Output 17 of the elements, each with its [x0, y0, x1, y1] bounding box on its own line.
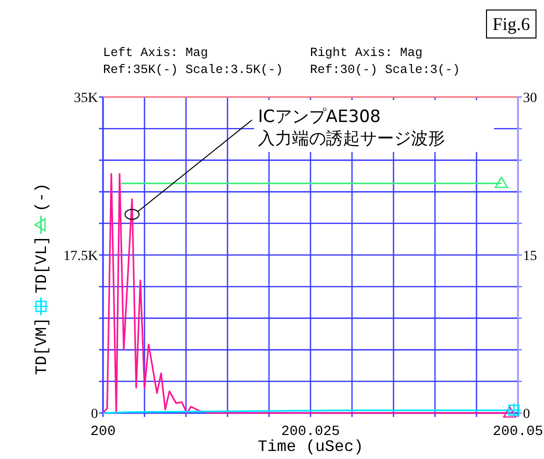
- legend-label: TD[VM]: [33, 317, 51, 375]
- x-tick-label: 200: [90, 424, 116, 440]
- caption: Fig.6: [492, 14, 530, 34]
- y-tick-label: 35K: [74, 91, 98, 106]
- text: Right Axis: Mag Ref:30(-) Scale:3(-): [310, 46, 460, 77]
- y-tick-label: 17.5K: [63, 249, 98, 264]
- text: Left Axis: Mag Ref:35K(-) Scale:3.5K(-): [103, 46, 284, 77]
- x-tick-label: 200.05: [492, 424, 544, 440]
- y-tick-label: 0: [91, 407, 98, 422]
- legend-label: TD[VL]: [33, 236, 51, 294]
- y2-tick-label: 30: [523, 91, 537, 106]
- y2-tick-label: 15: [523, 249, 537, 264]
- annotation: ICアンプAE308 入力端の誘起サージ波形: [258, 107, 445, 149]
- x-tick-label: 200.025: [281, 424, 340, 440]
- y-axis-title: (-): [33, 182, 51, 212]
- y2-tick-label: 0: [523, 407, 530, 422]
- x-axis-title: Time (uSec): [258, 438, 364, 456]
